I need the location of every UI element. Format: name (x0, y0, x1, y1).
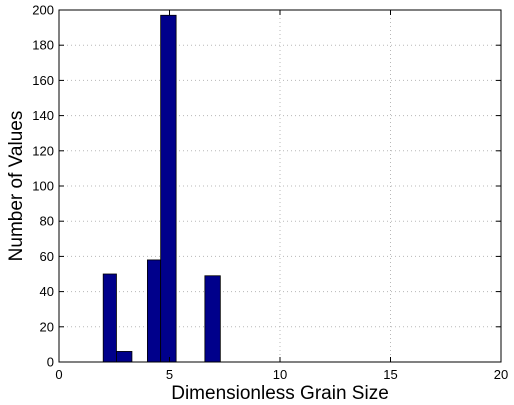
x-tick-label: 20 (494, 367, 508, 382)
y-axis-ticks: 0 20 40 60 80 100 120 140 160 180 200 (32, 3, 501, 370)
y-tick-label: 140 (32, 108, 54, 123)
x-tick-label: 15 (383, 367, 397, 382)
histogram-bar (146, 259, 162, 363)
histogram-bar (160, 14, 177, 363)
y-tick-label: 60 (40, 249, 54, 264)
y-tick-label: 100 (32, 179, 54, 194)
y-tick-label: 200 (32, 3, 54, 18)
y-tick-label: 0 (47, 355, 54, 370)
y-tick-label: 180 (32, 38, 54, 53)
y-axis-label: Number of Values (6, 111, 27, 262)
histogram-bar (204, 275, 221, 363)
grid (59, 10, 501, 362)
x-axis-label: Dimensionless Grain Size (171, 383, 389, 404)
y-tick-label: 120 (32, 143, 54, 158)
y-tick-label: 160 (32, 73, 54, 88)
x-tick-label: 10 (273, 367, 287, 382)
y-tick-label: 80 (40, 214, 54, 229)
bars (102, 14, 221, 363)
x-tick-label: 5 (166, 367, 173, 382)
x-axis-ticks: 0 5 10 15 20 (55, 10, 508, 382)
histogram-bar (102, 273, 117, 363)
histogram-bar (116, 351, 133, 363)
y-tick-label: 20 (40, 319, 54, 334)
x-tick-label: 0 (55, 367, 62, 382)
y-tick-label: 40 (40, 284, 54, 299)
